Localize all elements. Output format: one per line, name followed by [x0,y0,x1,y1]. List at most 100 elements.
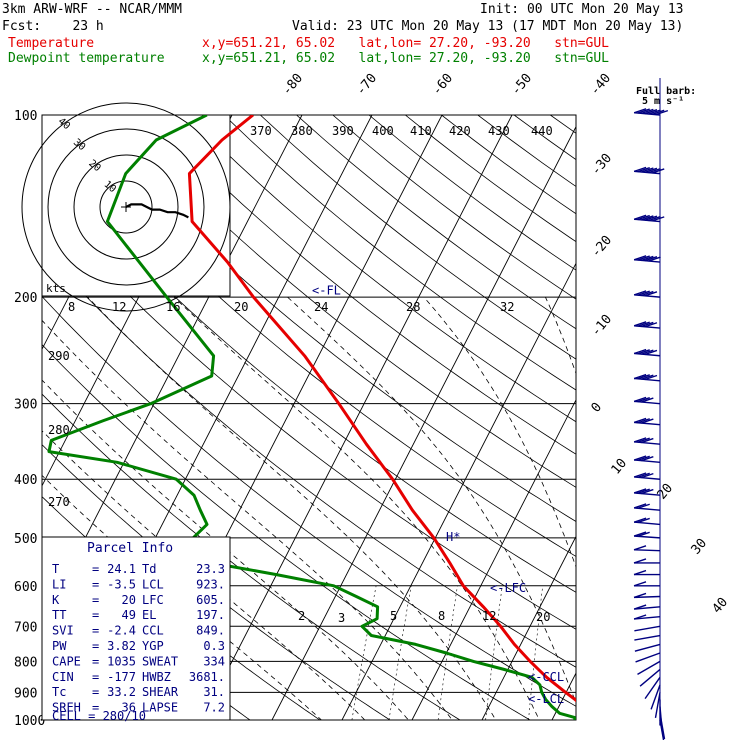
wind-barb [654,692,661,719]
theta-label: 440 [531,124,553,138]
barb-flag [641,255,654,262]
dry-adiabat-line [42,393,461,720]
barb-flag [641,472,654,479]
barb-flag [644,322,658,328]
wind-barb [633,290,661,298]
barb-flag [633,517,647,523]
barb-staff [644,676,661,699]
hodograph-speed-label: 24 [314,300,328,314]
isotherm-line [271,125,576,720]
barb-flag [633,166,647,173]
parcel-value: 1035 [107,654,136,668]
barb-flag [633,592,647,599]
barb-flag [637,349,650,355]
chart-header: 3km ARW-WRF -- NCAR/MMM Init: 00 UTC Mon… [0,0,740,70]
parcel-eq: = [92,608,99,622]
forecast-hour: Fcst: 23 h [2,19,104,34]
wind-barb [633,108,669,116]
barb-flag [637,108,650,114]
barb-staff [634,643,661,652]
hodograph-speed-label: 8 [68,300,75,314]
mixing-ratio-label: 12 [482,609,496,623]
barb-staff [634,634,661,641]
mixing-ratio-label: 20 [536,610,550,624]
dewpoint-legend-label: Dewpoint temperature [8,51,165,66]
isotherm-label: 20 [655,481,677,503]
barb-staff [634,625,661,632]
barb-flag [633,348,647,355]
parcel-key: YGP [142,639,164,653]
dry-adiabat-line [42,343,531,720]
barb-staff [634,606,661,610]
pressure-label: 400 [14,473,37,488]
dry-adiabat-line [477,115,576,187]
wind-barb [633,614,661,620]
moist-adiabat-line [87,296,497,720]
wind-barb [634,625,661,632]
moist-adiabat-line [42,319,453,720]
isotherm-label: -50 [509,71,536,99]
wind-barb [633,348,661,357]
wind-barb [633,531,661,539]
isotherm-line [201,115,513,720]
mixing-ratio-line [485,585,503,720]
parcel-value: 3681. [189,670,225,684]
dry-adiabat-line [260,115,576,360]
parcel-key: SWEAT [142,654,178,668]
pressure-label: 900 [14,686,37,701]
wind-barb [635,652,661,663]
isotherm-label: -30 [589,151,616,179]
wind-barbs: Full barb:5 m s⁻¹ [633,78,696,740]
theta-label: 270 [48,495,70,509]
theta-label: 430 [488,124,510,138]
dry-adiabat-line [42,157,576,593]
moist-adiabat-line [173,296,540,720]
wind-barb [659,719,665,740]
temperature-trace [187,115,576,703]
dry-adiabat-line [42,202,576,630]
wind-barb [633,214,665,223]
barb-flag [641,418,654,424]
wind-barb [633,396,661,405]
isotherm-label: -80 [280,71,307,99]
hodograph-speed-label: 32 [500,300,514,314]
parcel-info-box: Parcel Info T = 24.1 Td 23.3 LI = -3.5 LCL 923. K = 2… [41,536,231,723]
parcel-value: 605. [196,593,225,607]
moist-adiabat-line [287,296,576,704]
pressure-label: 700 [14,620,37,635]
barb-key-header: Full barb: [636,86,696,97]
wind-barb [644,676,661,699]
dry-adiabat-line [114,115,576,488]
barb-flag [637,214,650,221]
parcel-value: 24.1 [107,562,136,576]
dry-adiabat-line [78,115,576,522]
parcel-value: 20 [122,593,136,607]
barb-staff [659,719,665,740]
barb-flag [633,531,647,537]
barb-flag [637,418,650,424]
isotherm-label: 10 [609,456,631,478]
wind-barb [633,321,661,329]
barb-flag [652,109,665,115]
barb-flag [652,216,665,222]
parcel-value: 197. [196,608,225,622]
parcel-eq: = [92,654,99,668]
barb-staff [634,616,661,620]
pressure-label: 500 [14,532,37,547]
barb-flag [641,321,654,328]
moist-adiabat-line [42,430,366,720]
parcel-value: -3.5 [107,577,136,591]
parcel-value: 49 [122,608,136,622]
barb-flag [644,349,658,356]
hodograph-speed-label: 16 [166,300,180,314]
barb-flag [644,109,658,115]
parcel-value: -2.4 [107,624,136,638]
parcel-eq: = [92,639,99,653]
parcel-value: 31. [203,685,225,699]
barb-flag [637,167,650,173]
hodograph-ring [73,154,179,260]
isotherm-line [341,262,576,720]
wind-barb [633,455,661,463]
hodograph-units: kts [46,282,66,295]
